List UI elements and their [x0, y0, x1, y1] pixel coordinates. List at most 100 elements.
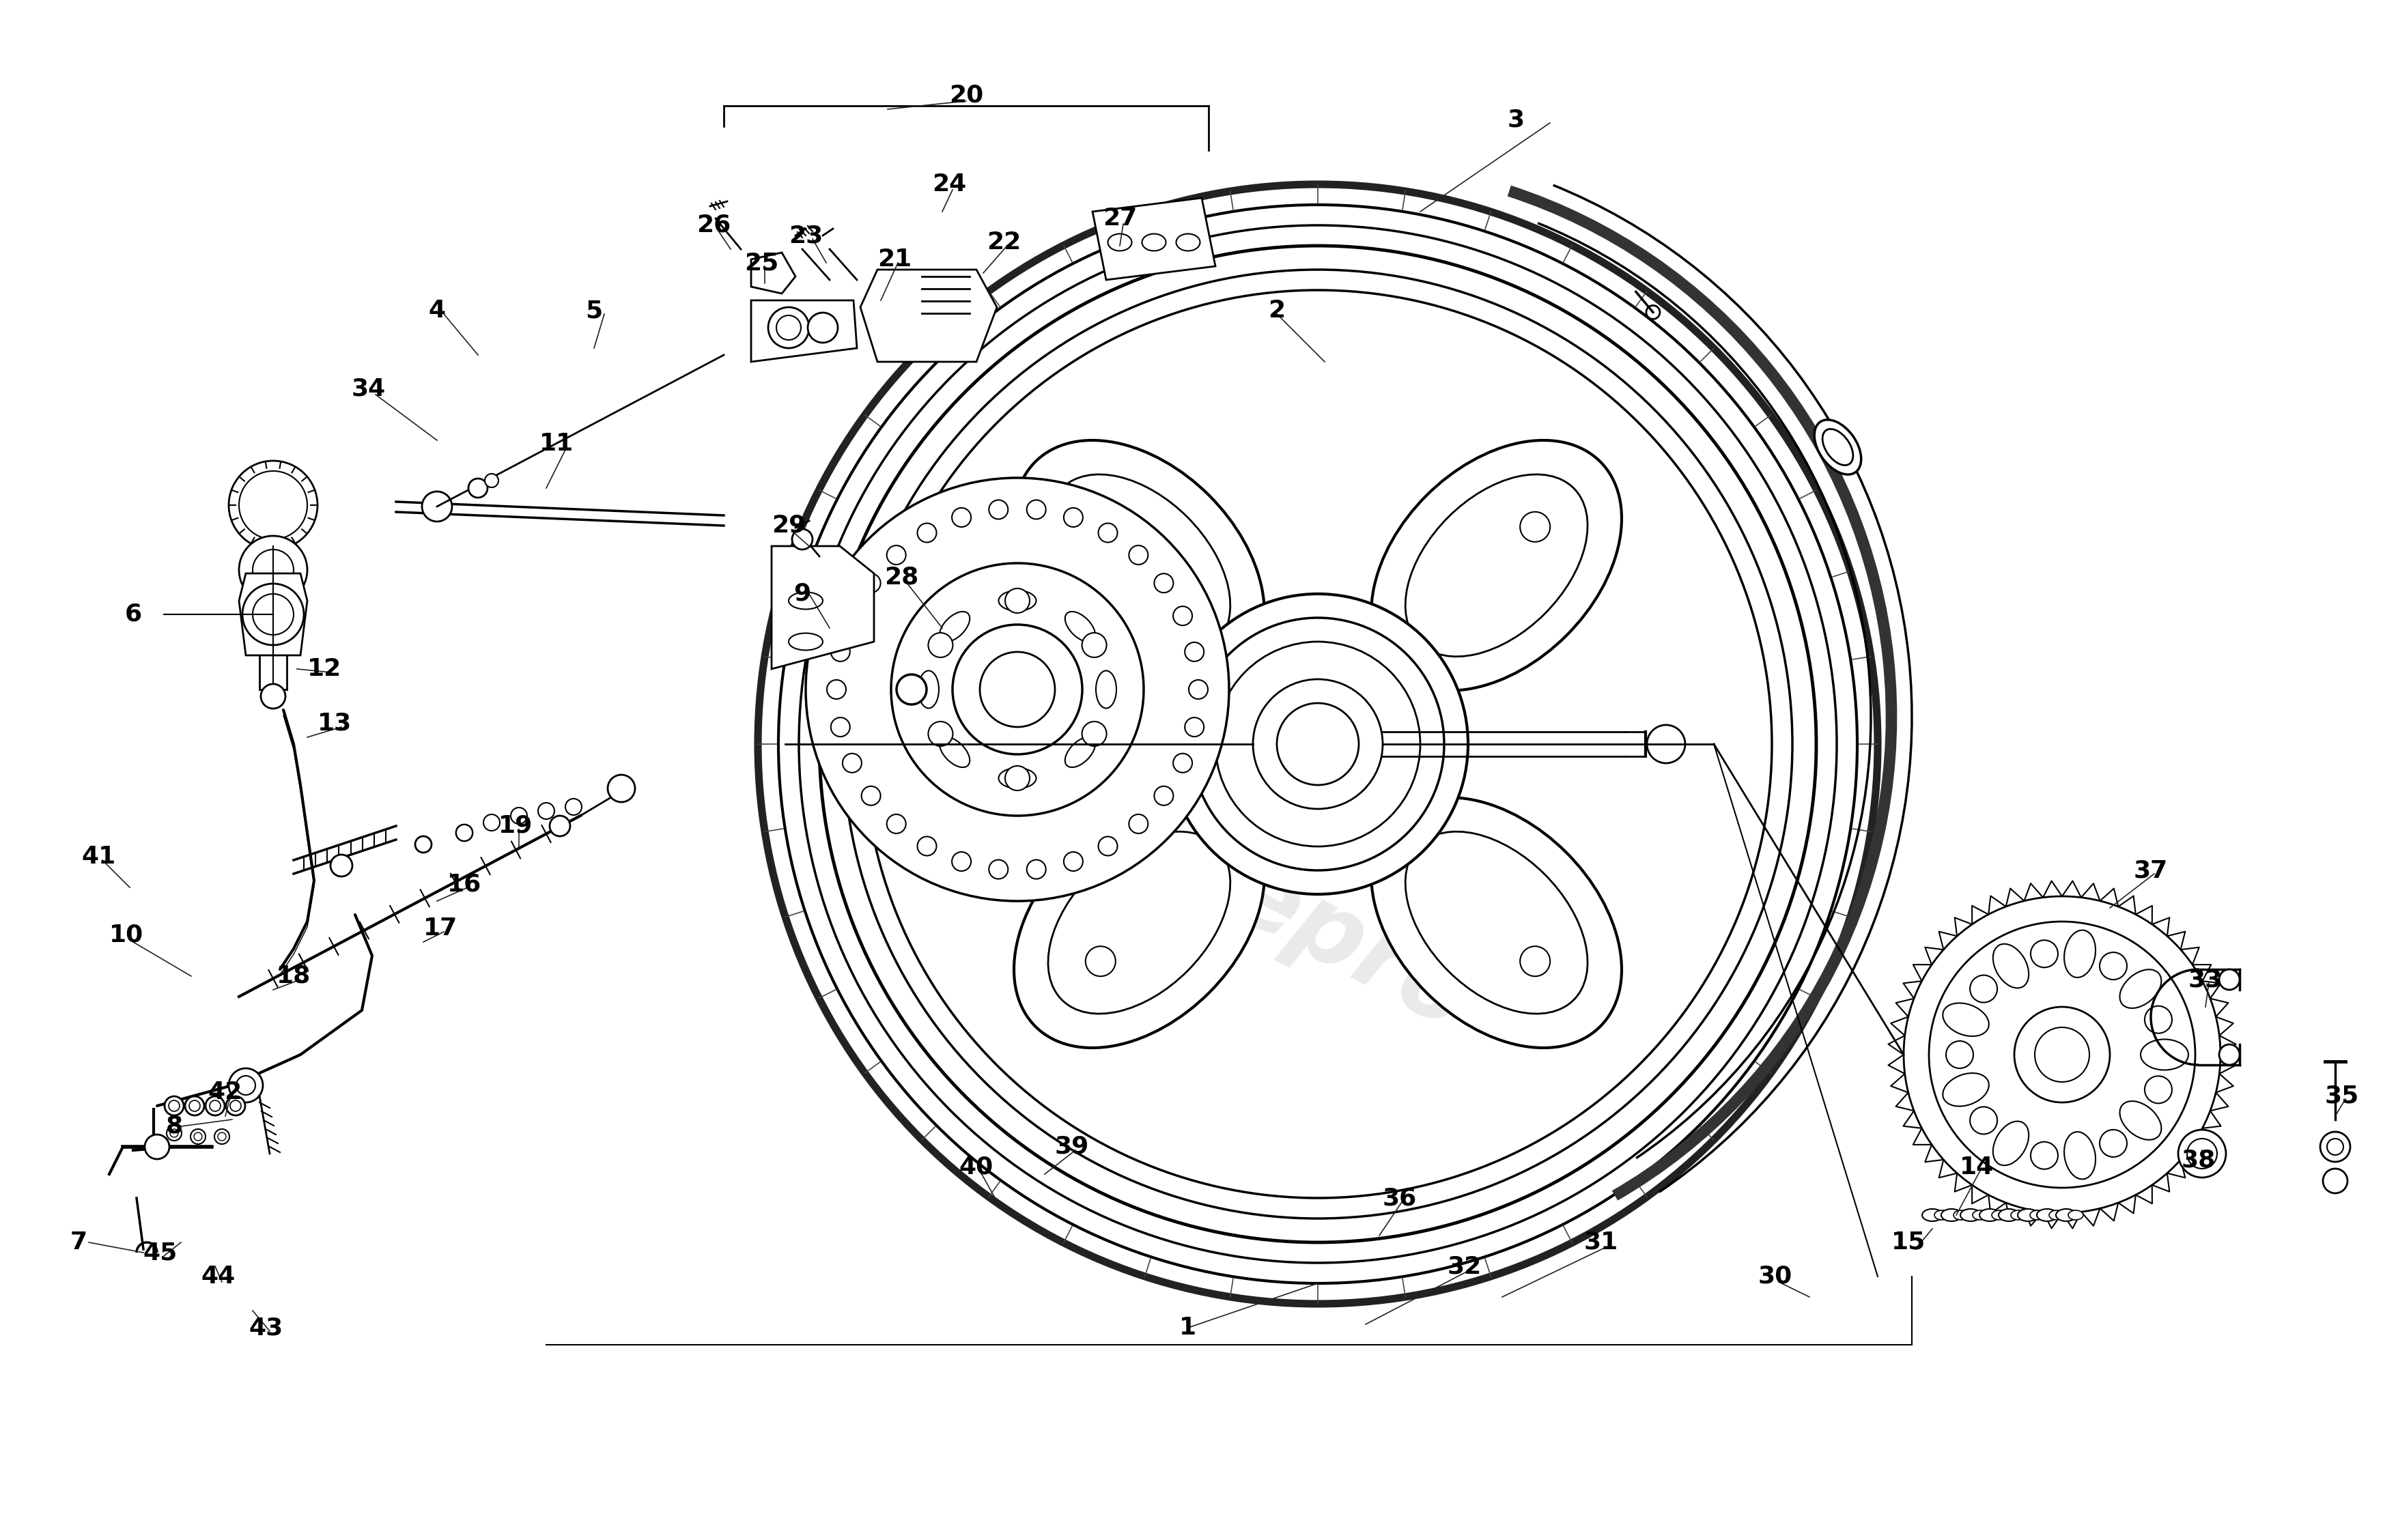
- Ellipse shape: [1015, 440, 1265, 690]
- Text: 15: 15: [1892, 1230, 1925, 1254]
- Text: 29: 29: [772, 514, 805, 537]
- Circle shape: [1063, 508, 1082, 527]
- Circle shape: [2219, 969, 2240, 990]
- Circle shape: [832, 642, 851, 661]
- Text: 44: 44: [200, 1264, 236, 1287]
- Text: 11: 11: [539, 433, 574, 456]
- Circle shape: [827, 679, 846, 699]
- Circle shape: [1928, 921, 2195, 1187]
- Circle shape: [860, 573, 882, 593]
- Circle shape: [2145, 1076, 2171, 1103]
- Text: 40: 40: [960, 1155, 994, 1180]
- Circle shape: [205, 1096, 224, 1115]
- Ellipse shape: [917, 671, 939, 708]
- Circle shape: [331, 855, 353, 876]
- Ellipse shape: [1942, 1209, 1961, 1221]
- Text: 30: 30: [1759, 1264, 1792, 1287]
- Ellipse shape: [2030, 1210, 2045, 1220]
- Circle shape: [1184, 718, 1203, 736]
- Ellipse shape: [1999, 1209, 2018, 1221]
- Circle shape: [2030, 939, 2059, 967]
- Circle shape: [164, 1096, 183, 1115]
- Text: 27: 27: [1103, 206, 1137, 229]
- Circle shape: [1184, 642, 1203, 661]
- Circle shape: [2014, 1007, 2109, 1103]
- Circle shape: [455, 824, 472, 841]
- Text: 9: 9: [794, 582, 810, 605]
- Ellipse shape: [2018, 1209, 2037, 1221]
- Ellipse shape: [1177, 234, 1201, 251]
- Ellipse shape: [1141, 234, 1165, 251]
- Ellipse shape: [1049, 832, 1230, 1013]
- Circle shape: [2099, 952, 2128, 979]
- Circle shape: [844, 753, 863, 773]
- Ellipse shape: [998, 590, 1037, 611]
- Ellipse shape: [2068, 1210, 2083, 1220]
- Circle shape: [886, 545, 906, 565]
- Circle shape: [2030, 1141, 2059, 1169]
- Circle shape: [1153, 573, 1172, 593]
- Circle shape: [186, 1096, 205, 1115]
- Ellipse shape: [1973, 1210, 1987, 1220]
- Circle shape: [2323, 1169, 2347, 1194]
- Text: 28: 28: [884, 565, 917, 588]
- Ellipse shape: [1992, 1210, 2006, 1220]
- Circle shape: [1189, 679, 1208, 699]
- Circle shape: [422, 491, 453, 522]
- Ellipse shape: [2064, 1132, 2095, 1180]
- Text: 7: 7: [69, 1230, 88, 1254]
- Ellipse shape: [1992, 944, 2028, 989]
- Circle shape: [243, 584, 305, 645]
- Ellipse shape: [1942, 1003, 1990, 1036]
- Circle shape: [832, 718, 851, 736]
- Ellipse shape: [1954, 1210, 1968, 1220]
- Circle shape: [989, 500, 1008, 519]
- Circle shape: [2178, 1130, 2226, 1178]
- Text: 39: 39: [1056, 1135, 1089, 1158]
- Polygon shape: [751, 253, 796, 294]
- Text: 43: 43: [250, 1317, 284, 1340]
- Ellipse shape: [2064, 930, 2095, 978]
- Polygon shape: [1091, 199, 1215, 280]
- Ellipse shape: [1370, 798, 1623, 1047]
- Text: 34: 34: [353, 377, 386, 400]
- Circle shape: [539, 802, 555, 819]
- Text: 10: 10: [110, 924, 143, 947]
- Text: 24: 24: [932, 172, 965, 196]
- Circle shape: [951, 852, 970, 872]
- Text: 37: 37: [2133, 859, 2169, 882]
- Circle shape: [2219, 1044, 2240, 1064]
- Ellipse shape: [2037, 1209, 2057, 1221]
- Circle shape: [1168, 594, 1468, 895]
- Circle shape: [1971, 1107, 1997, 1133]
- Text: 19: 19: [498, 815, 534, 838]
- Circle shape: [1027, 500, 1046, 519]
- Text: 32: 32: [1446, 1255, 1482, 1278]
- Circle shape: [1971, 975, 1997, 1003]
- Circle shape: [1006, 588, 1029, 613]
- Text: 1: 1: [1180, 1317, 1196, 1340]
- Text: 17: 17: [424, 916, 458, 939]
- Circle shape: [550, 816, 570, 836]
- Text: 23: 23: [789, 223, 822, 246]
- Ellipse shape: [1096, 671, 1115, 708]
- Ellipse shape: [2140, 1040, 2188, 1070]
- Text: 21: 21: [877, 248, 913, 271]
- Circle shape: [1063, 852, 1082, 872]
- Text: 13: 13: [317, 711, 353, 735]
- Ellipse shape: [1935, 1210, 1949, 1220]
- Circle shape: [844, 607, 863, 625]
- Ellipse shape: [1065, 611, 1096, 642]
- Circle shape: [2099, 1130, 2128, 1157]
- Ellipse shape: [1923, 1209, 1942, 1221]
- Circle shape: [805, 477, 1230, 901]
- Text: 42: 42: [207, 1081, 243, 1104]
- Ellipse shape: [789, 593, 822, 610]
- Circle shape: [1947, 1041, 1973, 1069]
- Text: 38: 38: [2180, 1149, 2216, 1172]
- Text: 5: 5: [586, 299, 603, 322]
- Circle shape: [455, 824, 472, 841]
- Circle shape: [565, 799, 581, 815]
- Text: 33: 33: [2188, 969, 2223, 992]
- Circle shape: [1130, 815, 1149, 833]
